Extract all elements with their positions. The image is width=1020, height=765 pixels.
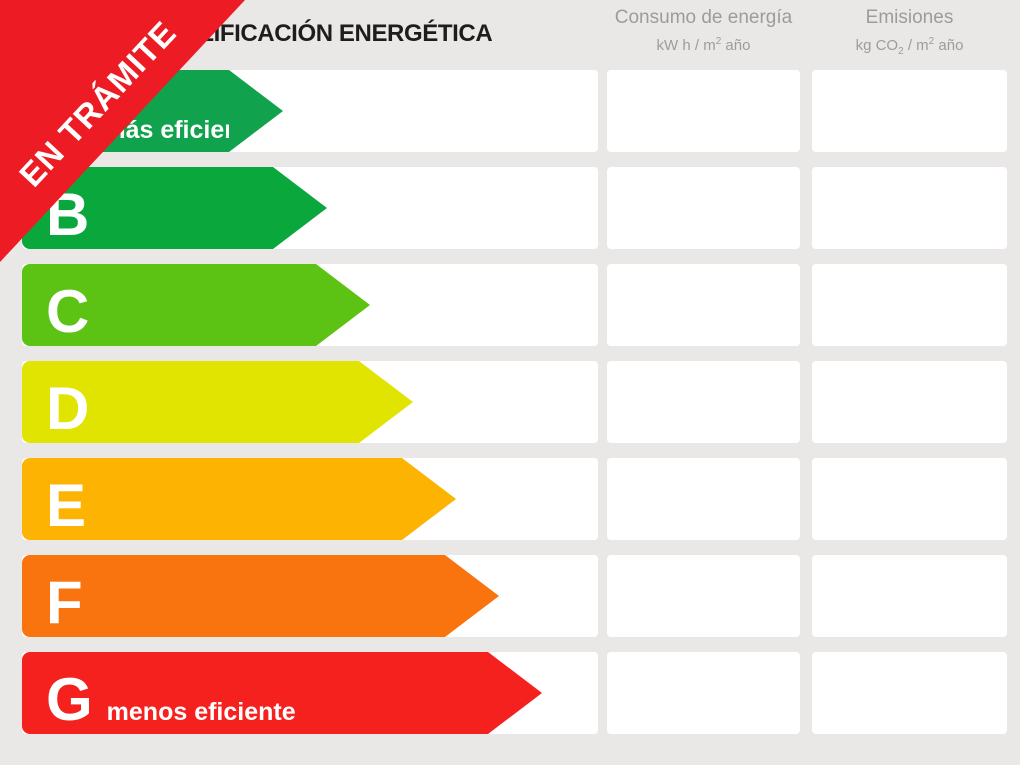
consumption-value-cell — [607, 555, 800, 637]
rating-row: E — [22, 458, 1007, 540]
consumption-value-cell — [607, 652, 800, 734]
emissions-value-cell — [812, 555, 1007, 637]
consumption-value-cell — [607, 458, 800, 540]
en-tramite-ribbon — [0, 0, 245, 262]
emissions-value-cell — [812, 264, 1007, 346]
rating-arrow: E — [22, 458, 456, 540]
rating-letter: D — [46, 375, 90, 442]
consumption-header-unit: kW h / m2 año — [656, 35, 751, 54]
rating-letter: E — [46, 472, 87, 539]
emissions-value-cell — [812, 652, 1007, 734]
rating-note: menos eficiente — [106, 698, 296, 726]
emissions-value-cell — [812, 70, 1007, 152]
rating-letter: C — [46, 278, 90, 345]
rating-row: G menos eficiente — [22, 652, 1007, 734]
consumption-header-title: Consumo de energía — [614, 7, 793, 28]
consumption-column-header: Consumo de energía kW h / m2 año — [607, 7, 800, 55]
rating-letter: F — [46, 569, 83, 636]
emissions-value-cell — [812, 361, 1007, 443]
rating-row: F — [22, 555, 1007, 637]
consumption-value-cell — [607, 361, 800, 443]
rating-arrow: D — [22, 361, 413, 443]
rating-arrow: C — [22, 264, 370, 346]
rating-letter: G — [46, 666, 93, 733]
emissions-value-cell — [812, 167, 1007, 249]
rating-row: B — [22, 167, 1007, 249]
consumption-value-cell — [607, 70, 800, 152]
rating-arrow: F — [22, 555, 499, 637]
consumption-value-cell — [607, 167, 800, 249]
emissions-header-unit: kg CO2 / m2 año — [855, 35, 964, 57]
emissions-header-title: Emisiones — [865, 7, 954, 28]
emissions-column-header: Emisiones kg CO2 / m2 año — [812, 7, 1007, 58]
rating-arrow: G menos eficiente — [22, 652, 542, 734]
emissions-value-cell — [812, 458, 1007, 540]
rating-row: C — [22, 264, 1007, 346]
rating-row: D — [22, 361, 1007, 443]
ribbon-shape — [0, 0, 245, 262]
consumption-value-cell — [607, 264, 800, 346]
